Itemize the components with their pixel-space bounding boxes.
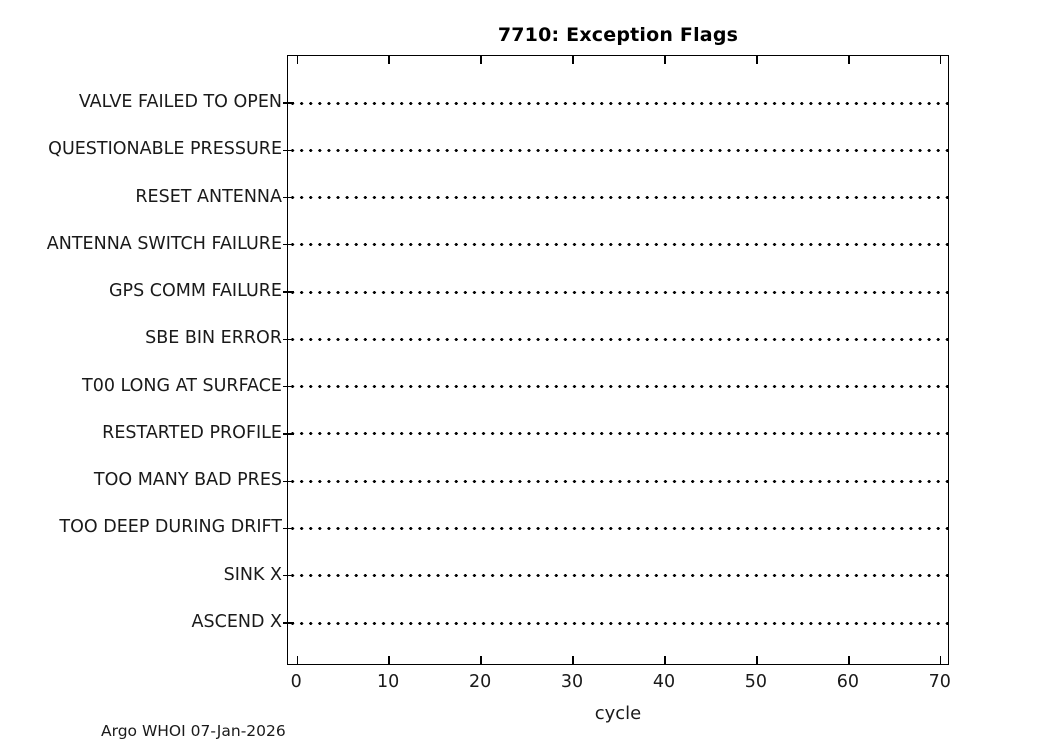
gridline-row bbox=[288, 479, 948, 483]
x-axis-tick-top bbox=[848, 56, 850, 64]
y-axis-tick bbox=[283, 291, 294, 293]
x-axis-tick bbox=[480, 656, 482, 664]
y-axis-tick bbox=[283, 149, 294, 151]
y-axis-tick bbox=[283, 480, 294, 482]
y-axis-label: ASCEND X bbox=[191, 612, 282, 632]
x-axis-tick bbox=[388, 656, 390, 664]
x-axis-tick-top bbox=[388, 56, 390, 64]
y-axis-tick bbox=[283, 244, 294, 246]
y-axis-label: RESET ANTENNA bbox=[135, 186, 282, 207]
x-axis-tick bbox=[572, 656, 574, 664]
x-axis-tick bbox=[664, 656, 666, 664]
y-axis-label: VALVE FAILED TO OPEN bbox=[78, 92, 282, 112]
y-axis-tick bbox=[283, 622, 294, 624]
y-axis-label: SBE BIN ERROR bbox=[145, 328, 282, 349]
x-axis-tick-label: 50 bbox=[744, 672, 768, 692]
gridline-row bbox=[288, 526, 948, 530]
y-axis-tick bbox=[283, 433, 294, 435]
gridline-row bbox=[288, 196, 948, 200]
footer-credit: Argo WHOI 07-Jan-2026 bbox=[101, 722, 286, 740]
gridline-row bbox=[288, 148, 948, 152]
y-axis-label: ANTENNA SWITCH FAILURE bbox=[46, 233, 282, 254]
x-axis-tick-label: 70 bbox=[928, 672, 951, 692]
x-axis-tick-top bbox=[940, 56, 942, 64]
plot-inner bbox=[283, 56, 948, 664]
gridline-row bbox=[288, 290, 948, 294]
x-axis-tick-top bbox=[572, 56, 574, 64]
y-axis-tick bbox=[283, 385, 294, 388]
x-axis-tick bbox=[296, 656, 298, 664]
x-axis-tick-top bbox=[756, 56, 758, 64]
x-axis-tick-label: 10 bbox=[376, 672, 400, 692]
y-axis-tick bbox=[283, 196, 294, 199]
x-axis-tick-label: 60 bbox=[836, 672, 859, 692]
y-axis-label: SINK X bbox=[223, 564, 282, 585]
x-axis-tick-label: 0 bbox=[290, 672, 302, 692]
y-axis-label: TOO DEEP DURING DRIFT bbox=[59, 517, 282, 538]
gridline-row bbox=[288, 101, 948, 105]
y-axis-label: GPS COMM FAILURE bbox=[108, 281, 282, 302]
gridline-row bbox=[288, 574, 948, 578]
y-axis-tick bbox=[283, 102, 294, 104]
y-axis-label: T00 LONG AT SURFACE bbox=[82, 375, 282, 396]
x-axis-tick bbox=[756, 656, 758, 664]
y-axis-tick bbox=[283, 575, 294, 577]
x-axis-title: cycle bbox=[594, 703, 642, 724]
y-axis-label: RESTARTED PROFILE bbox=[102, 422, 282, 443]
y-axis-tick bbox=[283, 527, 294, 530]
gridline-row bbox=[288, 337, 948, 341]
y-axis-label: QUESTIONABLE PRESSURE bbox=[48, 139, 282, 160]
gridline-row bbox=[288, 243, 948, 247]
x-axis-tick-top bbox=[296, 56, 298, 64]
x-axis-tick bbox=[848, 656, 850, 664]
y-axis-label: TOO MANY BAD PRES bbox=[93, 470, 282, 491]
x-axis-tick-label: 30 bbox=[560, 672, 584, 692]
gridline-row bbox=[288, 621, 948, 625]
x-axis-tick bbox=[940, 656, 942, 664]
plot-area bbox=[283, 55, 949, 665]
gridline-row bbox=[288, 432, 948, 436]
y-axis-tick bbox=[283, 338, 294, 340]
x-axis-tick-label: 20 bbox=[468, 672, 492, 692]
page-title: 7710: Exception Flags bbox=[497, 24, 739, 46]
gridline-row bbox=[288, 385, 948, 389]
x-axis-tick-label: 40 bbox=[652, 672, 676, 692]
x-axis-tick-top bbox=[480, 56, 482, 64]
x-axis-tick-top bbox=[664, 56, 666, 64]
